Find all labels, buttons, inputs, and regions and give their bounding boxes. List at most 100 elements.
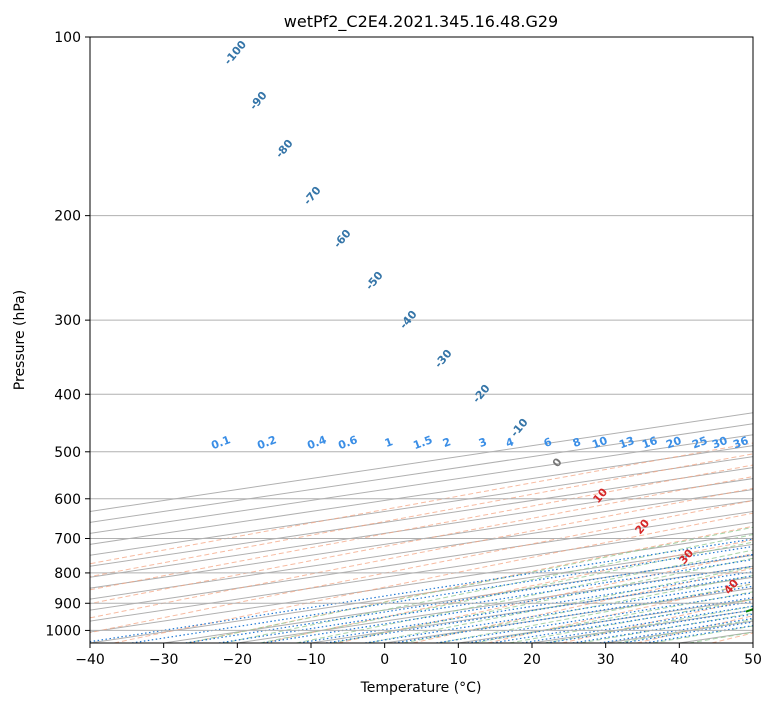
y-tick-label: 300	[54, 313, 81, 329]
mixing-ratio-label: 16	[640, 434, 659, 452]
mixing-ratio-line	[218, 558, 753, 643]
sounding-profiles	[745, 37, 775, 613]
isotherm-line	[752, 642, 753, 643]
moist-adiabat-line	[473, 591, 753, 643]
dry-adiabat-label: -80	[273, 137, 296, 161]
y-axis-label: Pressure (hPa)	[12, 290, 28, 390]
mixing-ratio-label: 1.5	[411, 433, 434, 452]
mixing-ratio-label: 0.4	[305, 433, 328, 452]
mixing-ratio-label: 0.2	[255, 433, 278, 452]
mixing-ratio-line	[262, 565, 753, 643]
mixing-ratio-line	[131, 545, 753, 643]
dewpoint-profile-line	[745, 608, 753, 613]
dry-adiabat-label: -70	[301, 184, 324, 208]
mixing-ratio-line	[572, 613, 753, 643]
x-tick-label: 0	[380, 652, 389, 668]
y-tick-label: 1000	[45, 623, 81, 639]
mixing-ratio-line	[599, 617, 753, 643]
x-tick-label: 20	[523, 652, 541, 668]
x-axis: −40 −30 −20 −10 0 10 20 30 40 50	[75, 643, 762, 668]
chart-title: wetPf2_C2E4.2021.345.16.48.G29	[284, 12, 558, 32]
mixing-ratio-line	[546, 609, 753, 643]
dry-adiabat-label: 0	[550, 455, 565, 469]
x-tick-label: 50	[744, 652, 762, 668]
dry-adiabat-line	[90, 442, 753, 565]
dry-adiabat-label: -30	[432, 347, 455, 371]
mixing-ratio-label: 13	[617, 434, 636, 451]
moist-adiabat-line	[296, 549, 753, 643]
dry-adiabat-label: -50	[363, 269, 386, 293]
isotherm-line	[90, 521, 753, 622]
moist-adiabat-line	[580, 612, 753, 643]
moist-adiabat-line	[616, 619, 753, 643]
x-tick-label: −20	[223, 652, 253, 668]
mixing-ratio-label: 6	[542, 435, 554, 450]
mixing-ratio-label: 20	[664, 434, 683, 452]
x-tick-label: 10	[449, 652, 467, 668]
dry-adiabat-line	[263, 539, 753, 643]
isotherm-line	[679, 631, 753, 643]
isotherm-line	[90, 467, 753, 567]
isotherm-line	[458, 598, 753, 643]
isotherm-line	[531, 609, 753, 643]
isotherm-line	[90, 489, 753, 589]
dry-adiabat-line	[487, 582, 753, 643]
mixing-ratio-label: 2	[441, 435, 453, 450]
moist-adiabat-line	[544, 605, 753, 643]
moist-adiabat-line	[403, 574, 753, 643]
mixing-ratio-label: 30	[710, 434, 729, 452]
y-tick-label: 200	[54, 209, 81, 225]
mixing-ratio-label: 1	[383, 435, 395, 450]
moist-adiabat-line	[187, 526, 753, 643]
y-tick-label: 800	[54, 566, 81, 582]
dry-adiabat-lines	[90, 442, 753, 643]
isotherm-line	[90, 445, 753, 545]
moist-adiabat-line	[223, 534, 753, 643]
dry-adiabat-line	[90, 464, 753, 591]
mixing-ratio-label: 36	[731, 434, 750, 452]
dry-adiabat-line	[562, 598, 753, 643]
x-tick-label: −40	[75, 652, 105, 668]
dry-adiabat-label: -60	[331, 227, 354, 251]
isobar-lines	[90, 37, 753, 631]
x-tick-label: −30	[149, 652, 179, 668]
y-tick-label: 500	[54, 445, 81, 461]
mixing-ratio-lines	[90, 538, 753, 643]
dry-adiabat-label: -90	[247, 89, 270, 113]
dry-adiabat-label: -40	[397, 308, 420, 332]
isotherm-line	[90, 499, 753, 600]
y-tick-label: 600	[54, 492, 81, 508]
x-axis-label: Temperature (°C)	[360, 680, 482, 696]
dry-adiabat-line	[636, 615, 753, 643]
dry-adiabat-line	[90, 487, 753, 619]
dry-adiabat-line	[90, 500, 753, 634]
dry-adiabat-label: -20	[470, 382, 493, 406]
y-tick-label: 400	[54, 387, 81, 403]
mixing-ratio-label: 8	[571, 435, 583, 450]
dry-adiabat-line	[90, 453, 753, 578]
isotherm-line	[90, 543, 753, 643]
mixing-ratio-label: 4	[504, 435, 516, 450]
isotherm-line	[90, 532, 753, 633]
temperature-profile-line	[768, 37, 775, 612]
mixing-ratio-label: 3	[477, 435, 489, 450]
y-axis: 100 200 300 400 500 600 700 800 900 1000	[45, 30, 90, 639]
dry-adiabat-line	[113, 512, 753, 643]
isotherm-line	[310, 576, 753, 643]
x-tick-label: 40	[670, 652, 688, 668]
mixing-ratio-label: 25	[690, 434, 709, 451]
dry-adiabat-label: -100	[221, 38, 249, 68]
isotherm-lines	[90, 412, 753, 643]
isotherm-line	[90, 434, 753, 534]
mixing-ratio-label: 10	[590, 434, 609, 452]
mixing-ratio-label: 0.1	[209, 433, 232, 452]
y-tick-label: 700	[54, 532, 81, 548]
isotherm-line	[90, 412, 753, 512]
mixing-ratio-line	[326, 575, 753, 643]
mixing-ratio-line	[522, 605, 753, 643]
moist-adiabat-line	[509, 598, 753, 643]
isotherm-line	[90, 456, 753, 556]
isotherm-line	[90, 478, 753, 578]
y-tick-label: 900	[54, 596, 81, 612]
